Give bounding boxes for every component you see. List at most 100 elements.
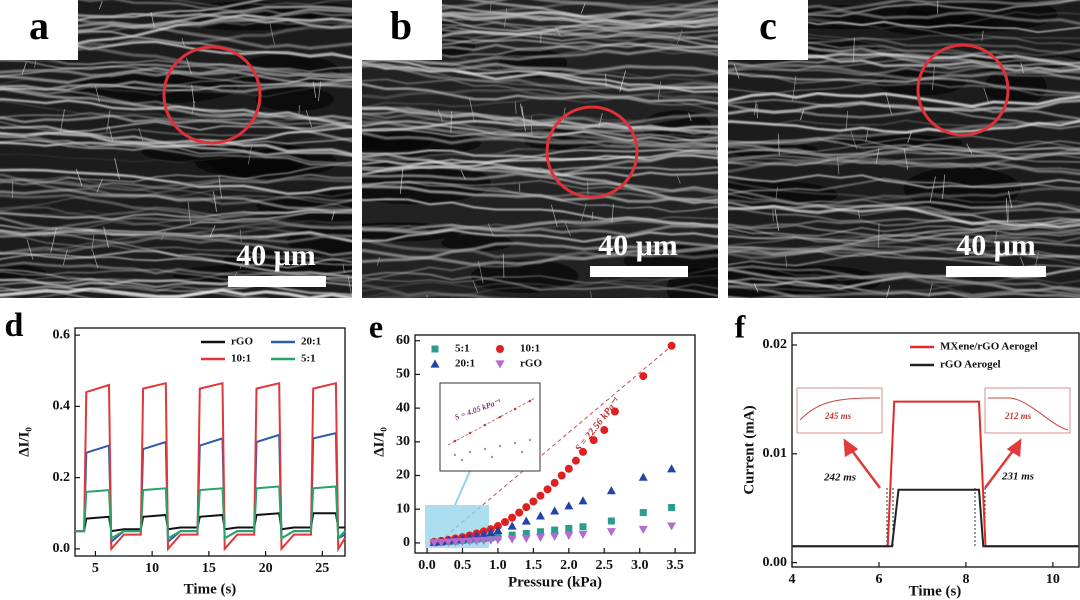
point bbox=[557, 471, 566, 480]
texture bbox=[399, 168, 404, 194]
legend-label: 5:1 bbox=[455, 343, 470, 355]
point bbox=[535, 533, 545, 543]
panel-label: f bbox=[735, 308, 746, 344]
texture bbox=[942, 174, 946, 200]
texture bbox=[362, 78, 718, 106]
texture bbox=[885, 92, 892, 115]
texture bbox=[0, 268, 268, 298]
texture bbox=[875, 148, 880, 164]
point bbox=[550, 532, 560, 541]
texture bbox=[928, 283, 933, 297]
texture bbox=[728, 285, 829, 298]
texture bbox=[94, 85, 100, 103]
y-tick-label: 60 bbox=[396, 333, 410, 348]
point bbox=[610, 407, 619, 416]
texture bbox=[550, 204, 558, 227]
texture bbox=[91, 234, 95, 251]
texture bbox=[929, 176, 936, 202]
texture bbox=[362, 84, 718, 109]
texture bbox=[362, 247, 718, 283]
texture bbox=[728, 72, 1080, 97]
point bbox=[521, 534, 531, 544]
point bbox=[667, 464, 677, 473]
texture bbox=[209, 225, 216, 238]
texture bbox=[50, 227, 57, 253]
y-tick-label: 10 bbox=[396, 501, 410, 516]
texture bbox=[108, 125, 114, 141]
point bbox=[578, 530, 588, 539]
point bbox=[521, 516, 531, 525]
point bbox=[606, 486, 616, 495]
texture bbox=[181, 38, 185, 47]
texture bbox=[362, 181, 718, 213]
marker-line bbox=[886, 488, 986, 548]
point bbox=[600, 426, 609, 435]
texture bbox=[239, 229, 242, 242]
y-tick-label: 20 bbox=[396, 468, 410, 483]
texture bbox=[728, 73, 1080, 94]
texture bbox=[376, 256, 381, 266]
highlight-circle bbox=[162, 45, 262, 145]
x-tick-label: 8 bbox=[962, 572, 969, 587]
point bbox=[465, 537, 475, 546]
texture bbox=[728, 91, 1080, 108]
point bbox=[606, 528, 616, 537]
texture bbox=[487, 223, 494, 237]
x-axis-label: Time (s) bbox=[909, 583, 962, 599]
texture bbox=[0, 216, 352, 257]
legend-label: rGO bbox=[520, 358, 542, 370]
texture bbox=[520, 103, 524, 116]
texture bbox=[0, 268, 352, 283]
chart: 0.0 0.2 0.4 0.6 5 10 15 20 25 Time (s) ΔI/I₀ rGO 20:… bbox=[16, 327, 346, 597]
texture bbox=[792, 75, 797, 101]
y-axis-label: ΔI/I₀ bbox=[16, 427, 32, 457]
texture bbox=[514, 101, 517, 114]
x-tick-label: 0.0 bbox=[418, 558, 436, 573]
texture bbox=[0, 114, 352, 143]
texture bbox=[0, 66, 352, 89]
texture bbox=[98, 1, 103, 10]
legend-label: 10:1 bbox=[520, 343, 540, 355]
texture bbox=[369, 293, 655, 298]
texture bbox=[362, 56, 718, 93]
texture bbox=[983, 87, 990, 104]
texture bbox=[362, 120, 718, 142]
texture bbox=[0, 253, 352, 269]
x-tick-label: 1.5 bbox=[525, 558, 543, 573]
x-tick-label: 0.5 bbox=[454, 558, 472, 573]
annotation: 231 ms bbox=[1001, 471, 1034, 483]
chart: 0.00 0.01 0.02 4 6 8 10 Time (s) Current (mA) MXe… bbox=[741, 332, 1080, 599]
texture bbox=[103, 226, 110, 248]
point bbox=[430, 359, 440, 368]
texture bbox=[469, 98, 475, 123]
texture bbox=[728, 135, 1080, 153]
label-box bbox=[728, 0, 808, 60]
y-tick-label: 0.01 bbox=[763, 446, 788, 461]
point bbox=[507, 535, 517, 544]
texture bbox=[269, 22, 275, 45]
texture bbox=[0, 139, 352, 166]
texture bbox=[441, 234, 513, 252]
annotation: 212 ms bbox=[1004, 411, 1032, 421]
x-tick-label: 10 bbox=[145, 561, 159, 576]
x-tick-label: 1.0 bbox=[489, 558, 507, 573]
y-tick-label: 0.4 bbox=[53, 399, 71, 414]
texture bbox=[661, 297, 662, 298]
texture bbox=[0, 232, 352, 261]
texture bbox=[777, 133, 780, 156]
texture bbox=[728, 288, 1080, 298]
x-tick-label: 20 bbox=[259, 561, 273, 576]
panel-label: d bbox=[5, 307, 24, 344]
point bbox=[536, 528, 544, 536]
texture bbox=[362, 160, 718, 178]
point bbox=[457, 537, 467, 547]
legend-label: MXene/rGO Aerogel bbox=[940, 341, 1038, 353]
texture bbox=[728, 246, 1080, 260]
y-tick-label: 30 bbox=[396, 434, 410, 449]
point bbox=[565, 524, 573, 532]
texture bbox=[728, 228, 1080, 260]
texture bbox=[564, 221, 571, 237]
x-tick-label: 10 bbox=[1046, 572, 1060, 587]
zoom-connector bbox=[454, 470, 471, 506]
texture bbox=[688, 112, 692, 122]
